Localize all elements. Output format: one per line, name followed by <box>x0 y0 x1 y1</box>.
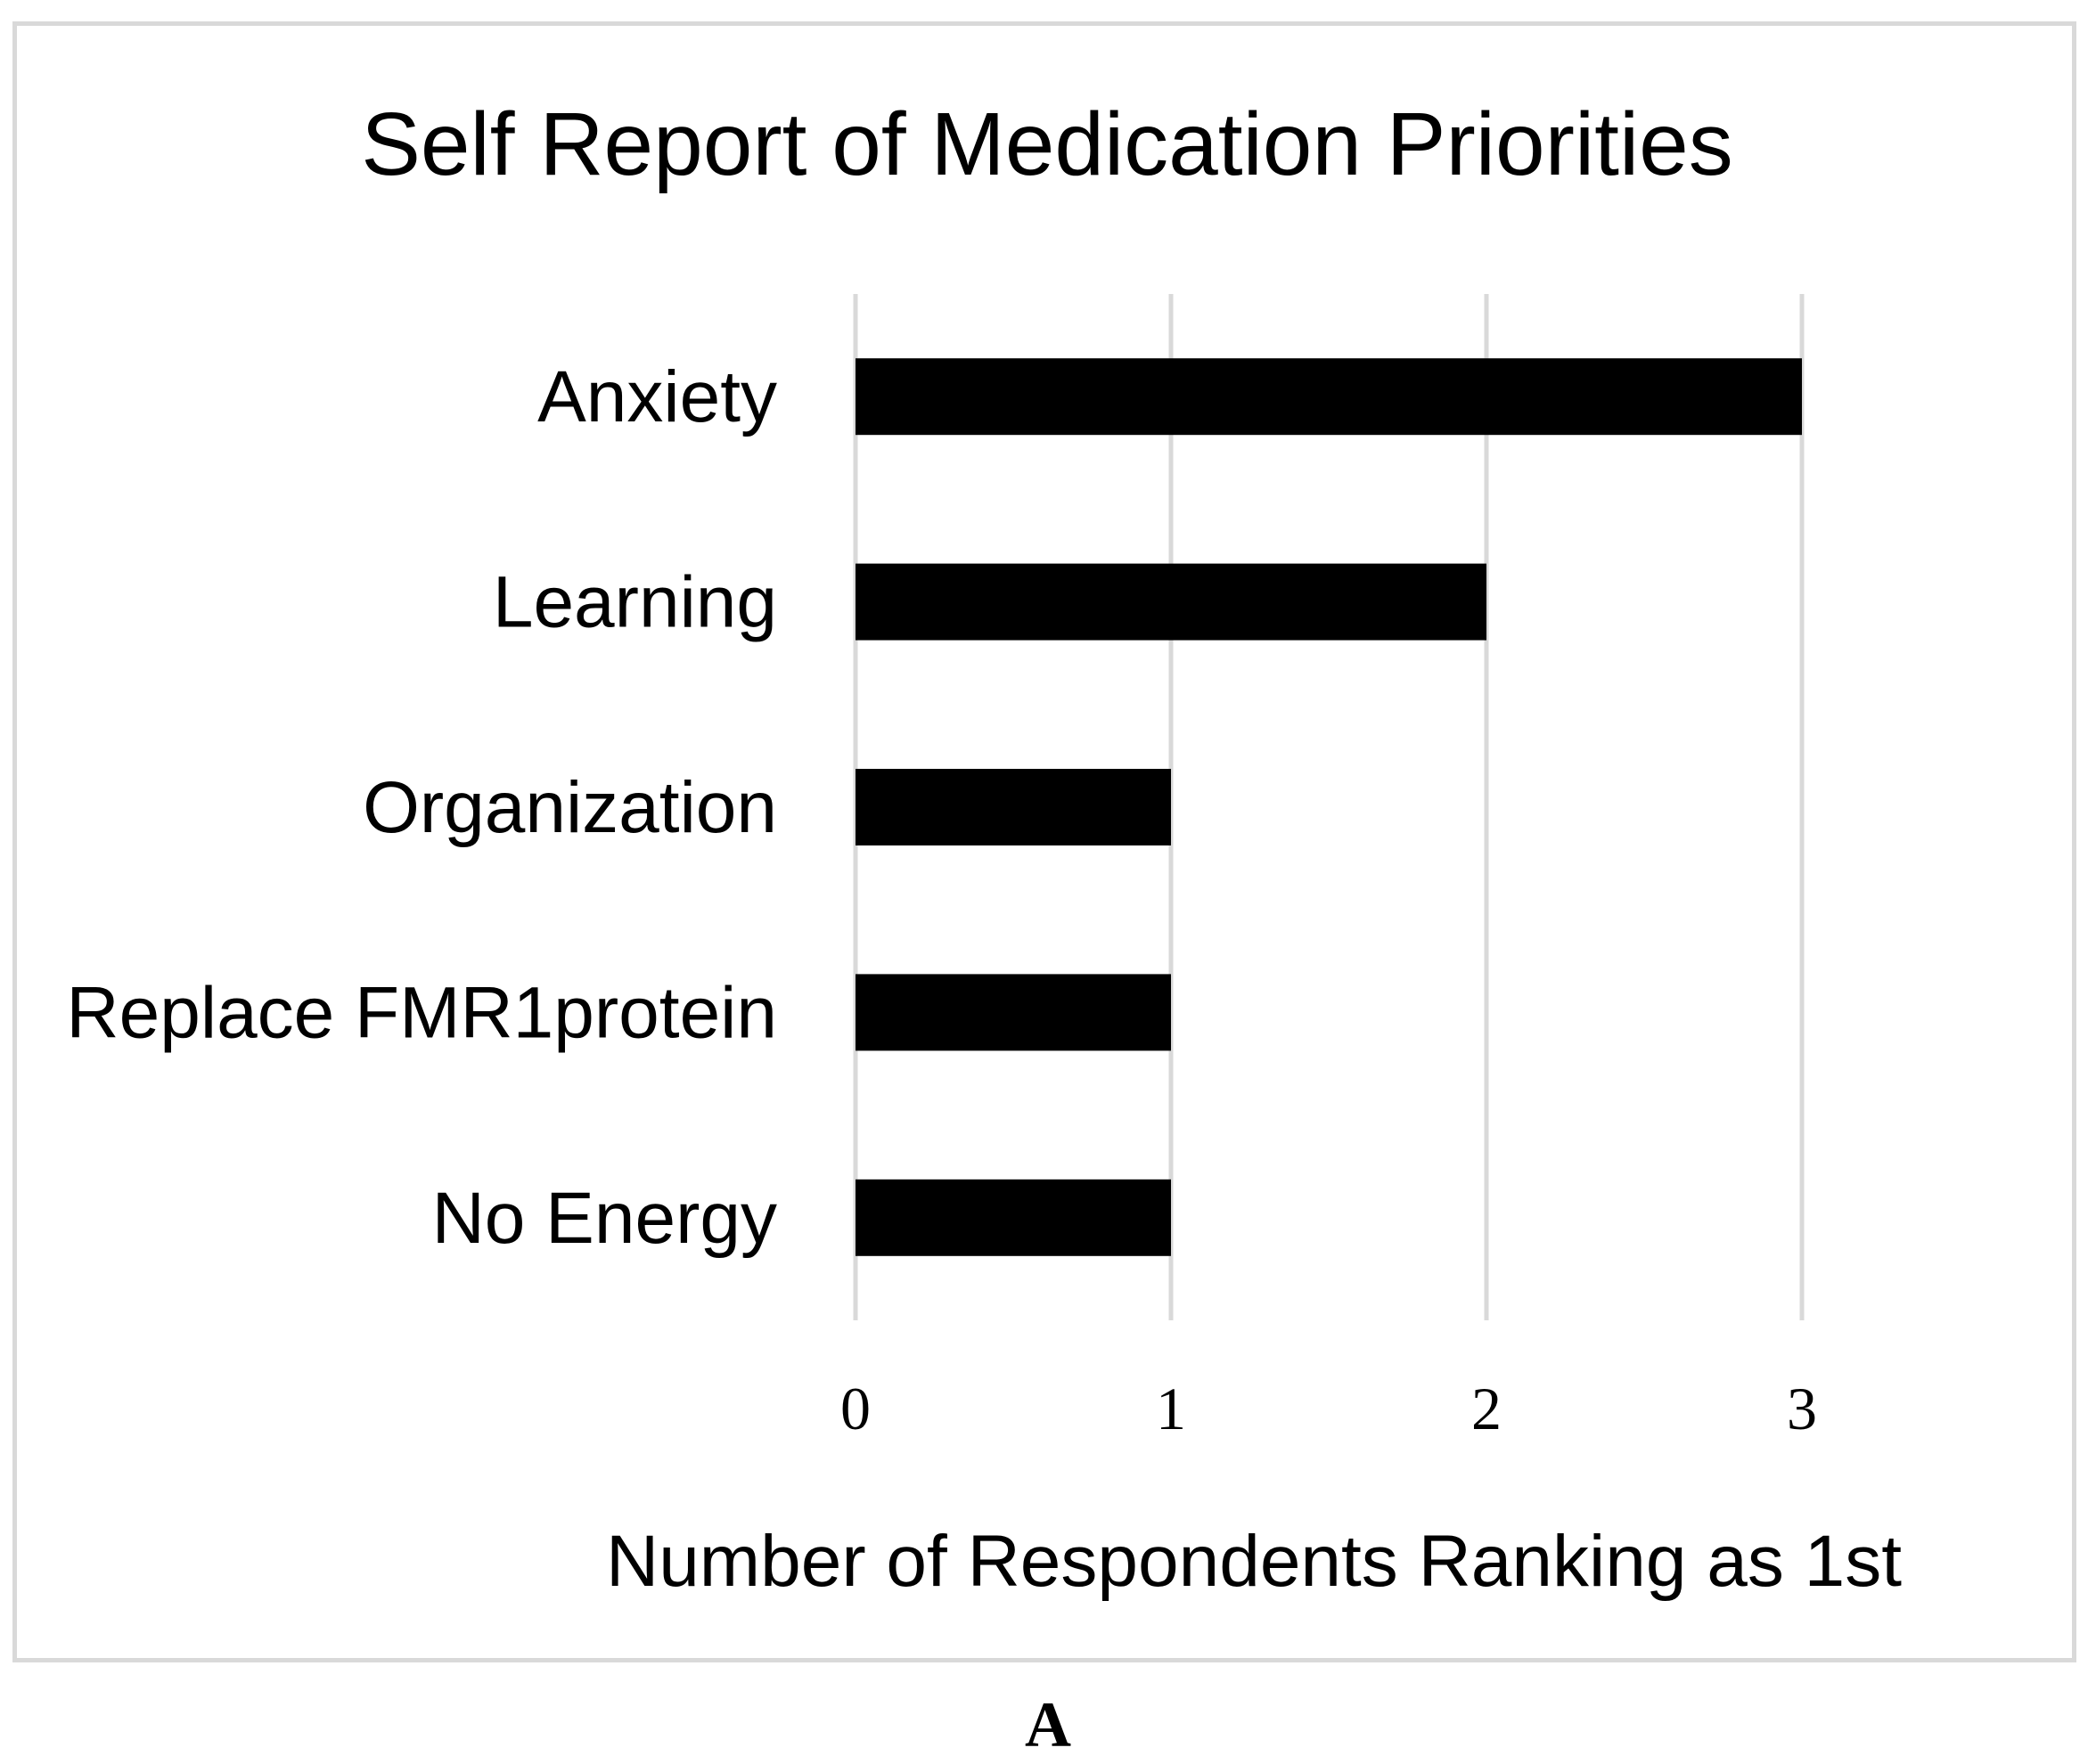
bar-4 <box>856 1179 1171 1256</box>
x-tick-label-1: 1 <box>1156 1375 1186 1442</box>
category-label-0: Anxiety <box>537 356 777 437</box>
bar-1 <box>856 563 1486 641</box>
category-labels: Anxiety Learning Organization Replace FMR1p… <box>66 356 777 1259</box>
bar-2 <box>856 769 1171 845</box>
category-label-1: Learning <box>493 562 777 643</box>
x-tick-label-0: 0 <box>840 1375 871 1442</box>
category-label-3: Replace FMR1protein <box>66 972 777 1053</box>
x-tick-labels: 0 1 2 3 <box>840 1375 1817 1442</box>
chart-title: Self Report of Medication Priorities <box>361 94 1733 194</box>
category-label-2: Organization <box>363 767 777 848</box>
bar-3 <box>856 974 1171 1051</box>
x-tick-label-3: 3 <box>1787 1375 1817 1442</box>
bars <box>856 358 1802 1256</box>
x-axis-title: Number of Respondents Ranking as 1st <box>606 1521 1902 1602</box>
x-tick-label-2: 2 <box>1471 1375 1502 1442</box>
category-label-4: No Energy <box>432 1178 777 1259</box>
bar-0 <box>856 358 1802 436</box>
panel-label: A <box>1025 1689 1071 1760</box>
